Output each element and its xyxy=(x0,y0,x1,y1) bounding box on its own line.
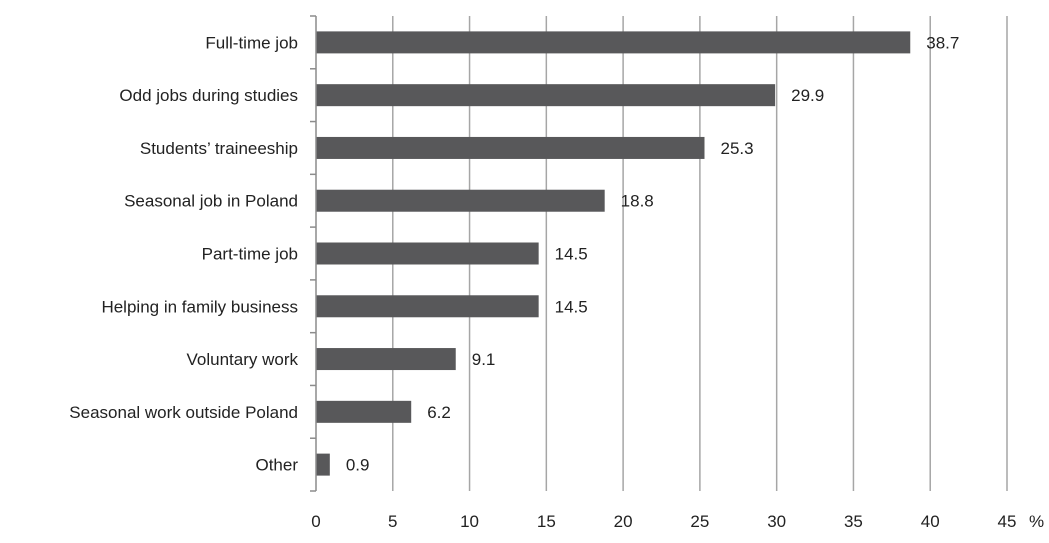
category-label: Seasonal work outside Poland xyxy=(69,403,298,422)
x-tick-label: 10 xyxy=(460,512,479,531)
bars xyxy=(316,31,911,476)
bar xyxy=(316,400,412,423)
category-label: Other xyxy=(255,456,298,475)
x-tick-label: 25 xyxy=(690,512,709,531)
x-tick-labels: 0 5 10 15 20 25 30 35 40 45 xyxy=(311,512,1016,531)
x-tick-label: 35 xyxy=(844,512,863,531)
bar xyxy=(316,348,456,371)
bar xyxy=(316,242,539,265)
bar xyxy=(316,31,911,54)
data-label: 38.7 xyxy=(926,33,959,52)
data-label: 14.5 xyxy=(555,297,588,316)
category-label: Voluntary work xyxy=(187,350,299,369)
bar xyxy=(316,136,705,159)
data-label: 9.1 xyxy=(472,350,496,369)
data-label: 0.9 xyxy=(346,456,370,475)
x-tick-label: 20 xyxy=(614,512,633,531)
x-tick-label: 30 xyxy=(767,512,786,531)
category-labels: Full-time job Odd jobs during studies Stud… xyxy=(69,33,298,474)
category-label: Odd jobs during studies xyxy=(119,86,298,105)
axes xyxy=(310,15,317,492)
data-label: 6.2 xyxy=(427,403,451,422)
data-label: 14.5 xyxy=(555,245,588,264)
bar xyxy=(316,295,539,318)
bar xyxy=(316,453,330,476)
data-label: 29.9 xyxy=(791,86,824,105)
bar xyxy=(316,189,605,212)
category-label: Seasonal job in Poland xyxy=(124,192,298,211)
category-label: Part-time job xyxy=(202,245,298,264)
bar xyxy=(316,84,776,107)
category-label: Helping in family business xyxy=(101,297,298,316)
category-label: Full-time job xyxy=(205,33,298,52)
data-label: 18.8 xyxy=(621,192,654,211)
category-label: Students’ traineeship xyxy=(140,139,298,158)
x-tick-label: 45 xyxy=(998,512,1017,531)
x-tick-label: 40 xyxy=(921,512,940,531)
x-tick-label: 5 xyxy=(388,512,397,531)
x-tick-label: 15 xyxy=(537,512,556,531)
data-label: 25.3 xyxy=(720,139,753,158)
x-axis-unit: % xyxy=(1029,512,1044,531)
x-tick-label: 0 xyxy=(311,512,320,531)
value-labels: 38.7 29.9 25.3 18.8 14.5 14.5 9.1 6.2 0.9 xyxy=(346,33,960,474)
